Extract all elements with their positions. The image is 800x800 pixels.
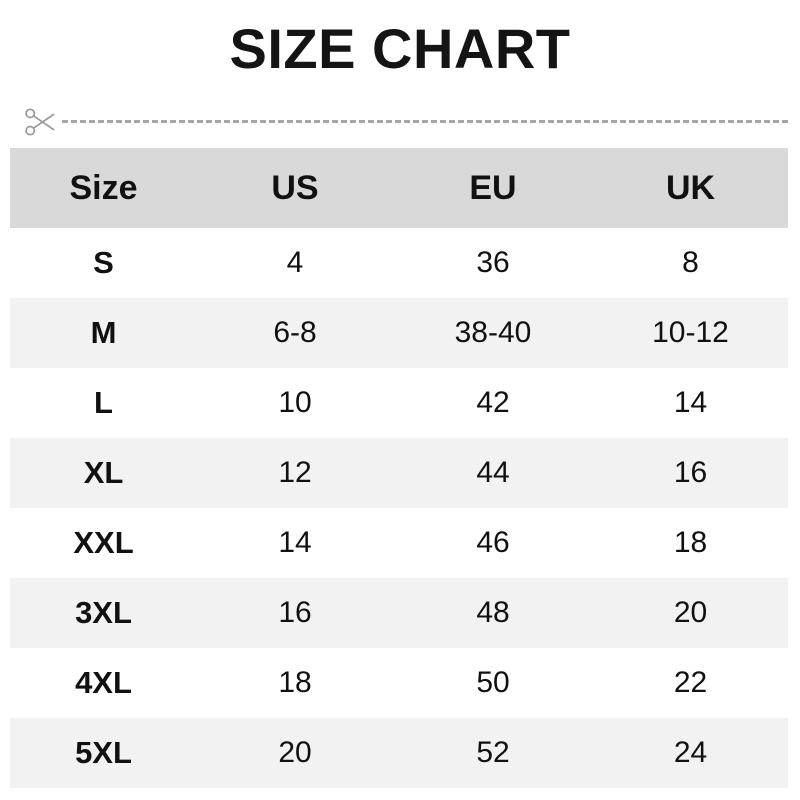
title-container: SIZE CHART xyxy=(0,17,800,80)
cell-uk: 24 xyxy=(673,736,708,769)
table-header: Size US EU UK xyxy=(10,148,788,228)
cell-size: XL xyxy=(83,455,124,490)
table-row: S 4 36 8 xyxy=(10,228,788,298)
table-row: 3XL 16 48 20 xyxy=(10,578,788,648)
cell-eu: 52 xyxy=(476,736,510,769)
cell-us: 4 xyxy=(286,246,304,279)
cell-us: 16 xyxy=(278,596,312,629)
cell-size: 5XL xyxy=(75,735,132,770)
cell-uk: 18 xyxy=(673,526,708,559)
dashed-cut-line xyxy=(62,120,788,123)
cell-us: 14 xyxy=(278,526,312,559)
table-row: L 10 42 14 xyxy=(10,368,788,438)
column-header-uk: UK xyxy=(665,168,716,207)
scissors-icon xyxy=(22,104,58,140)
cell-uk: 14 xyxy=(673,386,708,419)
cell-eu: 38-40 xyxy=(454,316,532,349)
cell-uk: 20 xyxy=(673,596,708,629)
cell-size: M xyxy=(90,315,117,350)
cell-eu: 36 xyxy=(476,246,510,279)
table-row: XL 12 44 16 xyxy=(10,438,788,508)
cell-us: 6-8 xyxy=(273,316,317,349)
column-header-size: Size xyxy=(69,168,138,207)
table-body: S 4 36 8 M 6-8 38-40 10-12 L 10 42 14 XL… xyxy=(10,228,788,788)
cell-size: L xyxy=(94,385,113,420)
cell-eu: 42 xyxy=(476,386,510,419)
cell-eu: 44 xyxy=(476,456,510,489)
cell-us: 12 xyxy=(278,456,312,489)
cell-uk: 16 xyxy=(673,456,708,489)
table-row: XXL 14 46 18 xyxy=(10,508,788,578)
cell-eu: 50 xyxy=(476,666,510,699)
cell-uk: 22 xyxy=(673,666,708,699)
cell-size: 4XL xyxy=(75,665,132,700)
cell-us: 10 xyxy=(278,386,312,419)
cell-us: 20 xyxy=(278,736,312,769)
size-chart-table: Size US EU UK S 4 36 8 M 6-8 38-40 10-12… xyxy=(10,148,788,788)
table-row: 5XL 20 52 24 xyxy=(10,718,788,788)
cell-uk: 8 xyxy=(682,246,699,279)
cell-size: XXL xyxy=(73,525,134,560)
cut-line xyxy=(10,104,788,140)
table-row: 4XL 18 50 22 xyxy=(10,648,788,718)
cell-eu: 46 xyxy=(476,526,510,559)
table-row: M 6-8 38-40 10-12 xyxy=(10,298,788,368)
cell-eu: 48 xyxy=(476,596,510,629)
table-header-row: Size US EU UK xyxy=(10,148,788,228)
cell-us: 18 xyxy=(278,666,312,699)
column-header-eu: EU xyxy=(469,168,517,207)
page-title: SIZE CHART xyxy=(229,17,571,80)
cell-size: S xyxy=(93,245,114,280)
cell-uk: 10-12 xyxy=(652,316,729,349)
column-header-us: US xyxy=(271,168,319,207)
cell-size: 3XL xyxy=(75,595,132,630)
